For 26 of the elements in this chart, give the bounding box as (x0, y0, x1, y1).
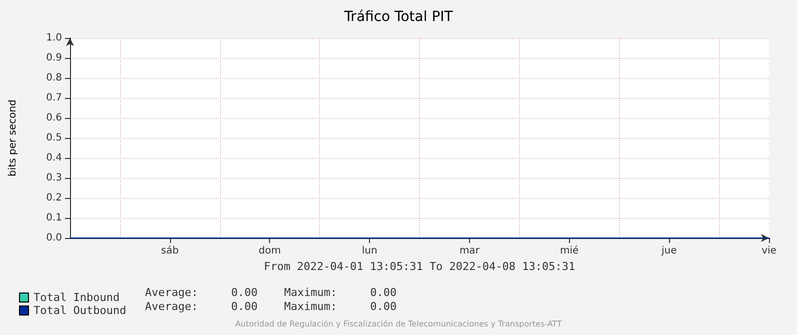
x-axis-title: From 2022-04-01 13:05:31 To 2022-04-08 13:05:31 (264, 260, 576, 273)
y-tick-label: 0.7 (46, 92, 62, 104)
x-tick-label: vie (762, 246, 776, 256)
legend-label: Total Outbound (34, 304, 126, 317)
x-tick-label: dom (258, 246, 281, 256)
y-tick-label: 1.0 (46, 32, 62, 44)
legend-label: Total Inbound (34, 291, 120, 304)
text: Average: 0.00 Maximum: 0.00 (145, 286, 397, 299)
chart-title: Tráfico Total PIT (343, 9, 454, 25)
x-tick-label: sáb (161, 246, 179, 256)
y-tick-label: 0.9 (46, 52, 62, 64)
y-tick-label: 0.3 (46, 172, 62, 184)
y-axis-title: bits per second (8, 100, 18, 176)
x-tick-label: mar (459, 246, 480, 256)
y-tick-label: 0.6 (46, 112, 62, 124)
y-tick-label: 0.5 (46, 132, 62, 144)
y-tick-label: 0.1 (46, 212, 62, 224)
y-tick-label: 0.0 (46, 232, 62, 244)
text: Average: 0.00 Maximum: 0.00 (145, 300, 397, 313)
x-tick-label: jue (660, 246, 677, 256)
y-tick-label: 0.2 (46, 192, 62, 204)
y-tick-label: 0.8 (46, 72, 62, 84)
y-tick-label: 0.4 (46, 152, 62, 164)
text: Autoridad de Regulación y Fiscalización de Telecomunicaciones y Transportes-ATT (235, 320, 562, 328)
x-tick-label: mié (560, 246, 579, 256)
x-tick-label: lun (362, 246, 378, 256)
